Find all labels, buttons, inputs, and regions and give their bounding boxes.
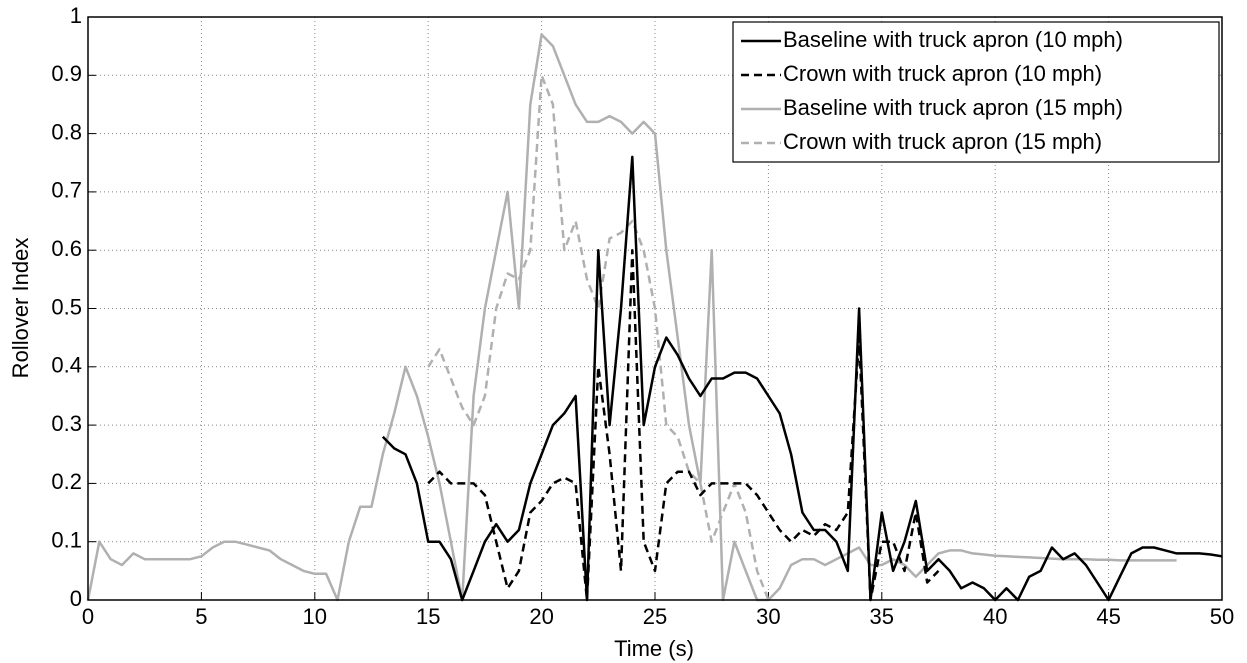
plot-frame bbox=[87, 16, 1223, 601]
x-axis-label: Time (s) bbox=[614, 636, 694, 661]
series-line bbox=[381, 155, 1223, 602]
y-tick-label: 0.9 bbox=[51, 61, 82, 86]
x-tick-label: 5 bbox=[195, 604, 207, 629]
legend-label: Crown with truck apron (10 mph) bbox=[783, 61, 1102, 86]
legend-box bbox=[732, 21, 1220, 163]
x-tick-label: 10 bbox=[303, 604, 327, 629]
y-tick-label: 0.4 bbox=[51, 353, 82, 378]
legend-label: Baseline with truck apron (15 mph) bbox=[783, 95, 1123, 120]
y-tick-label: 0.6 bbox=[51, 236, 82, 261]
x-tick-label: 45 bbox=[1096, 604, 1120, 629]
x-tick-label: 35 bbox=[870, 604, 894, 629]
y-tick-label: 0.8 bbox=[51, 119, 82, 144]
x-tick-label: 15 bbox=[416, 604, 440, 629]
series-line bbox=[427, 248, 940, 602]
y-tick-label: 0.2 bbox=[51, 469, 82, 494]
x-tick-label: 25 bbox=[643, 604, 667, 629]
x-tick-label: 30 bbox=[756, 604, 780, 629]
series-line bbox=[427, 74, 770, 601]
legend-label: Baseline with truck apron (10 mph) bbox=[783, 27, 1123, 52]
y-tick-label: 1 bbox=[70, 3, 82, 28]
x-tick-label: 50 bbox=[1210, 604, 1234, 629]
y-tick-label: 0.5 bbox=[51, 294, 82, 319]
y-tick-label: 0 bbox=[70, 586, 82, 611]
x-tick-label: 0 bbox=[82, 604, 94, 629]
y-tick-label: 0.1 bbox=[51, 528, 82, 553]
x-tick-label: 20 bbox=[529, 604, 553, 629]
legend-label: Crown with truck apron (15 mph) bbox=[783, 129, 1102, 154]
x-tick-label: 40 bbox=[983, 604, 1007, 629]
series-line bbox=[86, 33, 1177, 602]
y-tick-label: 0.7 bbox=[51, 178, 82, 203]
y-axis-label: Rollover Index bbox=[8, 238, 33, 379]
y-tick-label: 0.3 bbox=[51, 411, 82, 436]
